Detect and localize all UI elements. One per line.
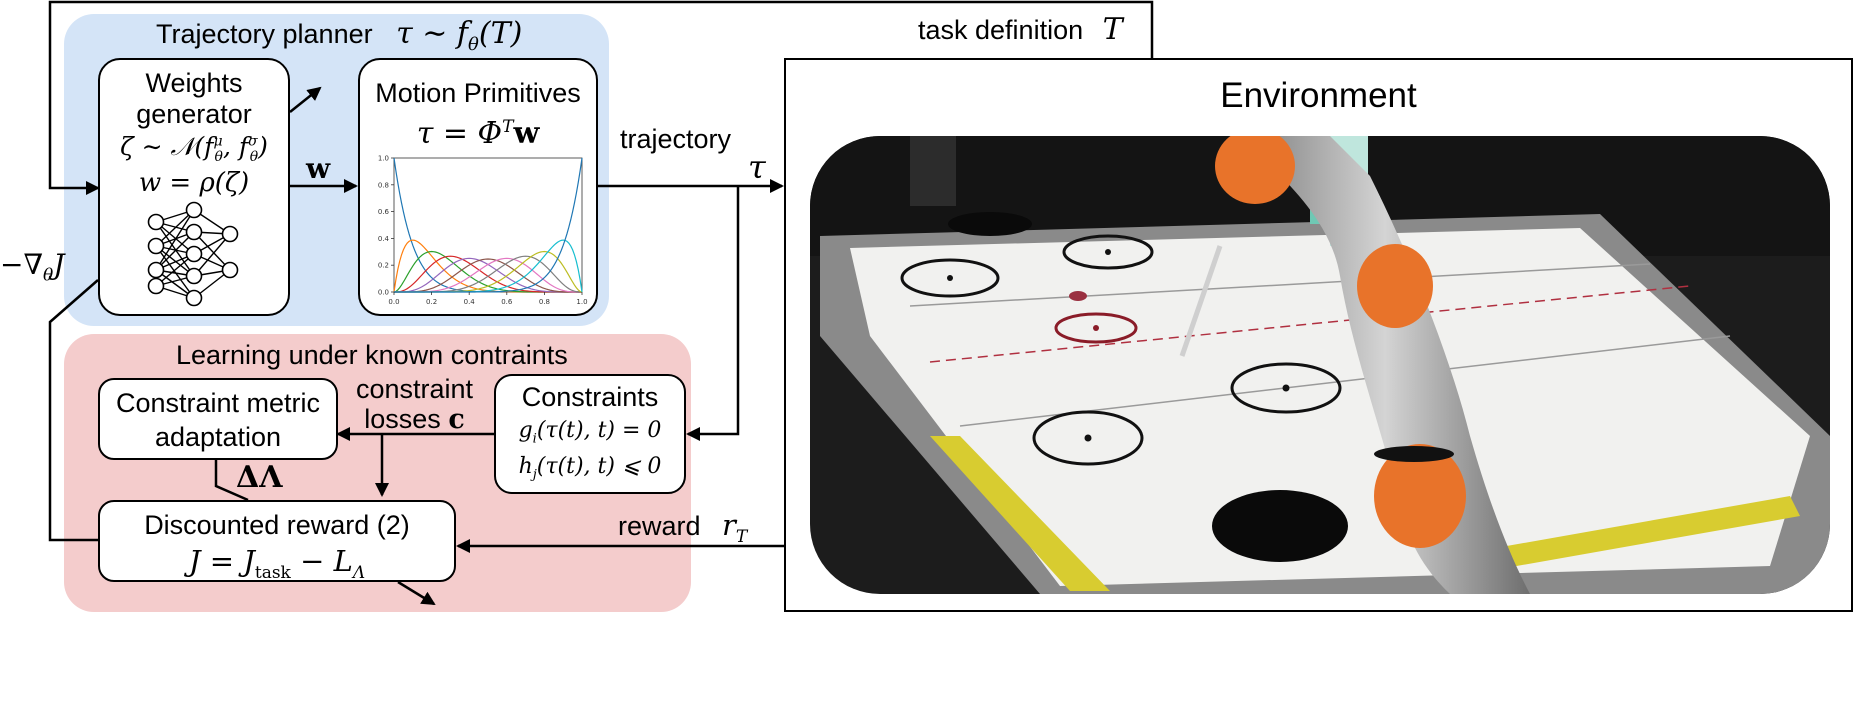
task-definition-label: task definition T <box>918 12 1123 47</box>
constraints-title: Constraints <box>521 382 659 412</box>
neural-network-icon <box>147 201 239 307</box>
reward-formula: J = Jtask − LΛ <box>188 544 366 583</box>
constraints-box: Constraints gi(τ(t), t) = 0 hj(τ(t), t) … <box>494 374 686 494</box>
constraint-metric-line2: adaptation <box>154 422 282 452</box>
x-tick-label: 0.4 <box>464 298 476 306</box>
motion-primitives-box: Motion Primitives τ = ΦTw 0.0 0.2 0.4 0.6 0.… <box>358 58 598 316</box>
constraint-metric-line1: Constraint metric <box>115 388 321 418</box>
gradient-label: −∇θJ <box>0 248 65 286</box>
environment-box: Environment <box>784 58 1853 612</box>
x-tick-label: 0.0 <box>388 298 399 306</box>
weights-generator-line1: Weights <box>145 68 243 98</box>
weights-generator-box: Weights generator ζ ∼ 𝒩(fμθ, fσθ) w = ρ(… <box>98 58 290 316</box>
weights-definition: w = ρ(ζ) <box>138 168 250 198</box>
reward-label: reward rT <box>618 508 748 547</box>
planner-title: Trajectory planner τ ∼ fθ(T) <box>156 16 523 55</box>
equality-constraint: gi(τ(t), t) = 0 <box>518 418 662 447</box>
weights-generator-line2: generator <box>136 99 252 129</box>
motion-primitives-formula: τ = ΦTw <box>416 116 540 151</box>
basis-curve-5 <box>394 258 582 293</box>
trajectory-label: trajectory <box>620 124 732 154</box>
trajectory-symbol: τ <box>748 148 766 186</box>
y-tick-label: 0.0 <box>378 289 389 297</box>
chart-frame <box>393 157 583 293</box>
y-tick-label: 0.4 <box>378 235 390 243</box>
delta-lambda-label: ΔΛ <box>236 460 283 495</box>
inequality-constraint: hj(τ(t), t) ⩽ 0 <box>518 454 662 483</box>
x-tick-label: 0.8 <box>539 298 550 306</box>
motion-primitives-title: Motion Primitives <box>375 78 581 108</box>
y-tick-label: 0.6 <box>378 208 390 216</box>
air-hockey-robot-photo <box>810 136 1830 594</box>
learning-title: Learning under known contraints <box>176 340 568 370</box>
x-tick-label: 0.2 <box>426 298 437 306</box>
y-tick-label: 0.2 <box>378 262 389 270</box>
basis-curve-10 <box>394 157 583 293</box>
w-label: w <box>306 152 331 185</box>
constraint-metric-box: Constraint metric adaptation <box>98 378 338 460</box>
task-definition-line <box>48 0 1154 195</box>
delta-lambda-line <box>214 460 249 502</box>
sample-arrow <box>289 86 322 113</box>
y-tick-label: 0.8 <box>378 181 389 189</box>
discounted-reward-box: Discounted reward (2) J = Jtask − LΛ <box>98 500 456 583</box>
y-tick-label: 1.0 <box>378 155 389 163</box>
discounted-reward-title: Discounted reward (2) <box>144 510 410 540</box>
trajectory-branch <box>686 186 740 441</box>
x-tick-label: 1.0 <box>576 298 587 306</box>
x-tick-label: 0.6 <box>501 298 513 306</box>
basis-functions-chart: 0.0 0.2 0.4 0.6 0.8 1.0 0.0 0.2 0.4 0.6 0.8 1.0 <box>378 155 588 307</box>
weights-distribution: ζ ∼ 𝒩(fμθ, fσθ) <box>120 132 268 165</box>
constraint-losses-label: constraint losses c <box>356 374 474 435</box>
reward-output-arrow <box>397 580 436 606</box>
environment-title: Environment <box>1220 76 1417 115</box>
gradient-line <box>48 279 99 542</box>
